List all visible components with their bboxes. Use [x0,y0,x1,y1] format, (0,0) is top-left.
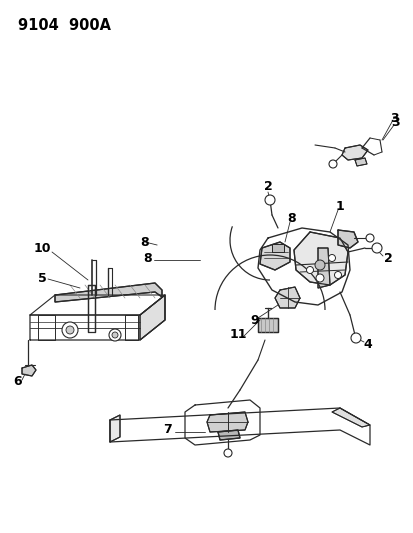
Circle shape [350,333,360,343]
Polygon shape [354,158,366,166]
Polygon shape [293,232,347,285]
Text: 8: 8 [143,252,152,264]
Text: 10: 10 [33,241,51,254]
Polygon shape [274,287,299,308]
Text: 9: 9 [250,313,259,327]
Text: 4: 4 [363,338,371,351]
Polygon shape [331,408,369,427]
Text: 5: 5 [38,271,46,285]
Polygon shape [337,230,357,248]
Circle shape [315,274,323,282]
Polygon shape [341,145,367,160]
Circle shape [112,332,118,338]
Text: 9104  900A: 9104 900A [18,18,111,33]
Text: 7: 7 [163,424,172,437]
Polygon shape [22,365,36,376]
Polygon shape [218,430,240,440]
Circle shape [306,266,313,273]
Circle shape [66,326,74,334]
Circle shape [328,254,335,262]
Circle shape [223,449,231,457]
Text: 8: 8 [140,236,149,248]
Circle shape [264,195,274,205]
Text: 3: 3 [390,111,399,125]
Text: 2: 2 [263,180,272,192]
Polygon shape [271,244,283,252]
Circle shape [328,160,336,168]
Circle shape [109,329,121,341]
Text: 2: 2 [383,252,392,264]
Circle shape [365,234,373,242]
Text: 6: 6 [14,376,22,389]
Polygon shape [110,415,120,442]
Polygon shape [317,248,329,288]
Circle shape [314,260,324,270]
Circle shape [334,271,341,279]
Polygon shape [257,318,277,332]
Polygon shape [259,242,289,270]
Circle shape [62,322,78,338]
Text: 3: 3 [391,116,399,128]
Polygon shape [206,412,247,432]
Polygon shape [140,295,165,340]
Text: 1: 1 [335,200,344,214]
Text: 8: 8 [287,212,296,224]
Text: 11: 11 [229,328,246,342]
Polygon shape [55,283,161,302]
Circle shape [371,243,381,253]
